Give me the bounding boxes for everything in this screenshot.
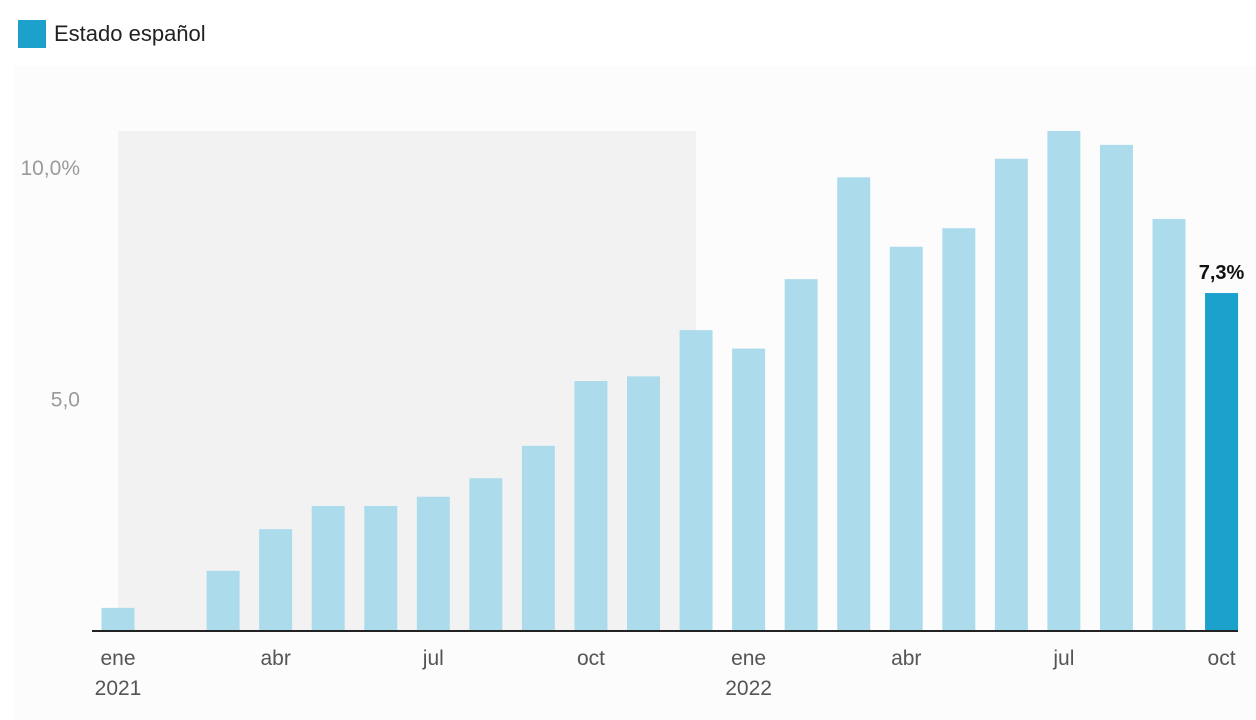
bar	[837, 177, 871, 631]
bar	[206, 570, 240, 631]
bar	[574, 381, 608, 631]
bar	[1205, 293, 1239, 631]
x-tick-label: jul	[1052, 647, 1074, 670]
bar	[1152, 218, 1186, 632]
bar	[311, 506, 345, 631]
data-label: 7,3%	[1199, 262, 1245, 284]
legend: Estado español	[18, 20, 206, 48]
bar	[259, 529, 293, 631]
x-tick-label: oct	[1208, 647, 1236, 670]
bar	[416, 496, 450, 631]
x-tick-year-label: 2022	[725, 677, 772, 700]
bar	[1047, 131, 1081, 631]
bar	[679, 330, 713, 631]
legend-swatch	[18, 20, 46, 48]
bar	[364, 506, 398, 631]
bar	[101, 607, 135, 631]
legend-label: Estado español	[54, 21, 206, 46]
x-tick-label: abr	[891, 647, 921, 670]
bar	[889, 246, 923, 632]
x-tick-label: jul	[422, 647, 444, 670]
bar	[732, 348, 766, 631]
x-tick-year-label: 2021	[95, 677, 142, 700]
y-tick-label: 5,0	[51, 389, 80, 412]
bar	[784, 279, 818, 631]
bar	[1099, 144, 1133, 631]
y-tick-label: 10,0%	[20, 157, 80, 180]
shaded-period	[118, 131, 697, 631]
x-tick-label: ene	[731, 647, 766, 670]
bar	[994, 158, 1028, 631]
bar	[627, 376, 660, 631]
x-tick-label: abr	[260, 647, 290, 670]
bar	[521, 445, 555, 631]
bar	[942, 228, 976, 631]
x-tick-label: oct	[577, 647, 605, 670]
bar	[469, 478, 503, 631]
x-tick-label: ene	[100, 647, 135, 670]
